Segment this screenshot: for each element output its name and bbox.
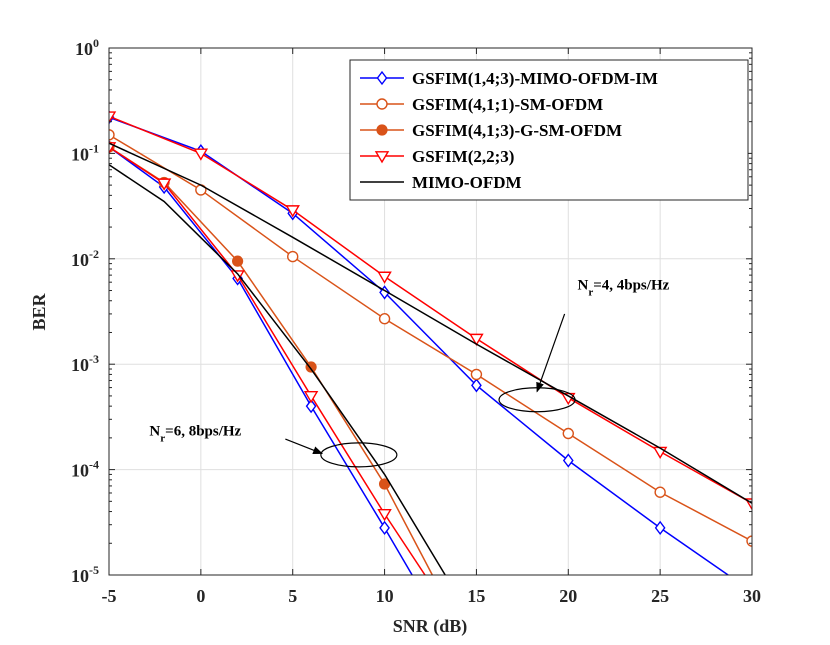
y-tick-exp: -5 [89,563,99,577]
annotation-ellipse [320,442,398,468]
legend-entry: GSFIM(4,1;3)-G-SM-OFDM [360,121,622,140]
annotation-layer: Nr=4, 4bps/Hz Nr=6, 8bps/Hz [149,278,670,468]
y-tick-base: 10 [71,250,89,270]
data-point [654,486,666,498]
series-line [109,146,413,575]
x-axis-label: SNR (dB) [393,616,468,637]
legend-box [349,59,749,201]
data-point [305,398,317,414]
x-tick-label: 15 [467,586,485,606]
legend-label: GSFIM(2,2;3) [412,147,514,166]
y-tick-base: 10 [71,566,89,586]
legend: GSFIM(1,4;3)-MIMO-OFDM-IM GSFIM(4,1;1)-SM… [349,59,749,201]
legend-label: MIMO-OFDM [412,173,522,192]
data-point [230,270,245,283]
data-point [377,508,392,522]
series-mimo-ofdm [109,142,752,575]
legend-entry: GSFIM(2,2;3) [360,147,514,166]
data-point [562,453,574,468]
y-tick-label: 10-3 [71,352,99,375]
data-point [303,391,319,404]
annotation-label: Nr=4, 4bps/Hz [577,278,669,299]
y-tick-exp: -3 [89,352,99,366]
y-tick-exp: 0 [93,36,99,50]
legend-label: GSFIM(4,1;1)-SM-OFDM [412,95,603,114]
data-point [109,111,117,124]
series-gsfim-4-1-1-sm-ofdm [109,129,752,547]
annotation: Nr=6, 8bps/Hz [149,424,398,468]
y-tick-base: 10 [71,144,89,164]
y-axis-label: BER [29,292,49,330]
y-tick-label: 10-1 [71,141,99,164]
data-point [109,129,115,141]
x-tick-label: 10 [376,586,394,606]
annotation: Nr=4, 4bps/Hz [498,278,670,413]
legend-entry: MIMO-OFDM [360,173,522,192]
y-tick-label: 10-2 [71,247,99,270]
data-point [654,520,666,536]
y-tick-exp: -4 [89,458,99,472]
x-tick-label: 5 [288,586,297,606]
y-tick-base: 10 [71,355,89,375]
y-tick-base: 10 [75,39,93,59]
legend-entry: GSFIM(1,4;3)-MIMO-OFDM-IM [360,69,658,88]
data-point [156,178,172,191]
data-point [470,368,483,381]
y-tick-exp: -1 [89,141,99,155]
data-point [287,250,299,263]
data-point [109,142,117,155]
y-tick-exp: -2 [89,247,99,261]
x-tick-label: -5 [102,586,117,606]
data-point [232,255,244,267]
series-gsfim-2-2-3- [109,111,752,575]
data-point [193,148,209,161]
data-point [377,271,392,284]
y-tick-base: 10 [71,461,89,481]
annotation-label: Nr=6, 8bps/Hz [149,424,241,445]
y-tick-label: 10-4 [71,458,99,481]
data-point [305,361,317,373]
data-point [562,427,574,440]
data-point [285,205,300,218]
annotation-arrow [285,438,324,455]
data-point [379,520,390,536]
legend-marker [376,98,388,110]
series-line [109,116,729,575]
series-line [109,134,752,542]
x-tick-label: 20 [559,586,577,606]
x-tick-label: 0 [196,586,205,606]
series-line [109,142,752,504]
series-line [109,164,446,575]
data-point [561,392,576,406]
x-tick-label: 30 [743,586,761,606]
plot-frame [108,47,753,576]
legend-marker [374,151,390,164]
series-layer [109,110,752,575]
legend-marker [376,124,388,136]
y-tick-label: 10-5 [71,563,99,586]
data-point [471,378,482,393]
legend-label: GSFIM(4,1;3)-G-SM-OFDM [412,121,622,140]
legend-label: GSFIM(1,4;3)-MIMO-OFDM-IM [412,69,658,88]
series-line [109,115,752,504]
legend-marker [376,70,388,86]
data-point [469,333,484,346]
x-tick-label: 25 [651,586,669,606]
series-line [109,146,426,575]
ticks [108,47,753,576]
data-point [378,313,391,325]
annotation-arrow [536,313,566,393]
y-tick-label: 100 [75,36,99,59]
legend-entry: GSFIM(4,1;1)-SM-OFDM [360,95,603,114]
